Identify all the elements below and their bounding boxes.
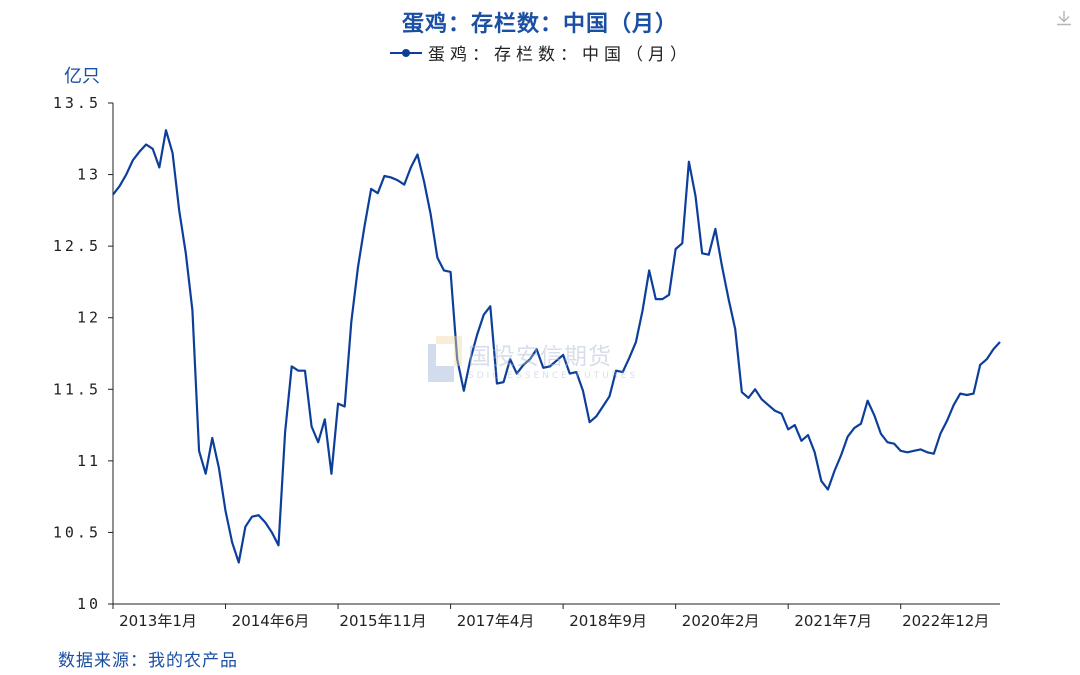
x-tick-label: 2013年1月: [119, 612, 197, 630]
y-axis-ticks: 10 10.5 11 11.5 12 12.5 13 13.5: [53, 94, 113, 613]
series-line: [112, 129, 1001, 564]
y-tick-label: 12.5: [53, 237, 101, 255]
y-tick-label: 10.5: [53, 523, 101, 541]
x-tick-label: 2018年9月: [569, 612, 647, 630]
x-tick-label: 2015年11月: [339, 612, 426, 630]
x-tick-label: 2020年2月: [682, 612, 760, 630]
x-axis-ticks: 2013年1月 2014年6月 2015年11月 2017年4月 2018年9月 2020…: [112, 604, 989, 630]
chart-title: 蛋鸡：存栏数：中国（月）: [401, 12, 678, 37]
y-axis-unit-label: 亿只: [64, 66, 100, 87]
x-tick-label: 2014年6月: [232, 612, 310, 630]
x-tick-label: 2021年7月: [794, 612, 872, 630]
x-tick-label: 2022年12月: [902, 612, 989, 630]
y-tick-label: 13.5: [53, 94, 101, 112]
y-tick-label: 13: [77, 166, 101, 184]
legend-marker: [390, 48, 422, 57]
download-icon[interactable]: [1054, 8, 1074, 28]
y-tick-label: 10: [77, 595, 101, 613]
data-source: 数据来源：我的农产品: [58, 651, 238, 671]
watermark-logo-icon: [428, 336, 462, 382]
x-tick-label: 2017年4月: [457, 612, 535, 630]
y-tick-label: 12: [77, 309, 101, 327]
legend-label: 蛋鸡：存栏数：中国（月）: [428, 45, 692, 65]
y-tick-label: 11.5: [53, 380, 101, 398]
watermark-subtext: SDIC ESSENCE FUTURES: [468, 371, 639, 381]
watermark: 国投安信期货 SDIC ESSENCE FUTURES: [428, 336, 638, 382]
watermark-text: 国投安信期货: [468, 344, 612, 370]
y-tick-label: 11: [77, 452, 101, 470]
legend: 蛋鸡：存栏数：中国（月）: [0, 40, 1080, 65]
